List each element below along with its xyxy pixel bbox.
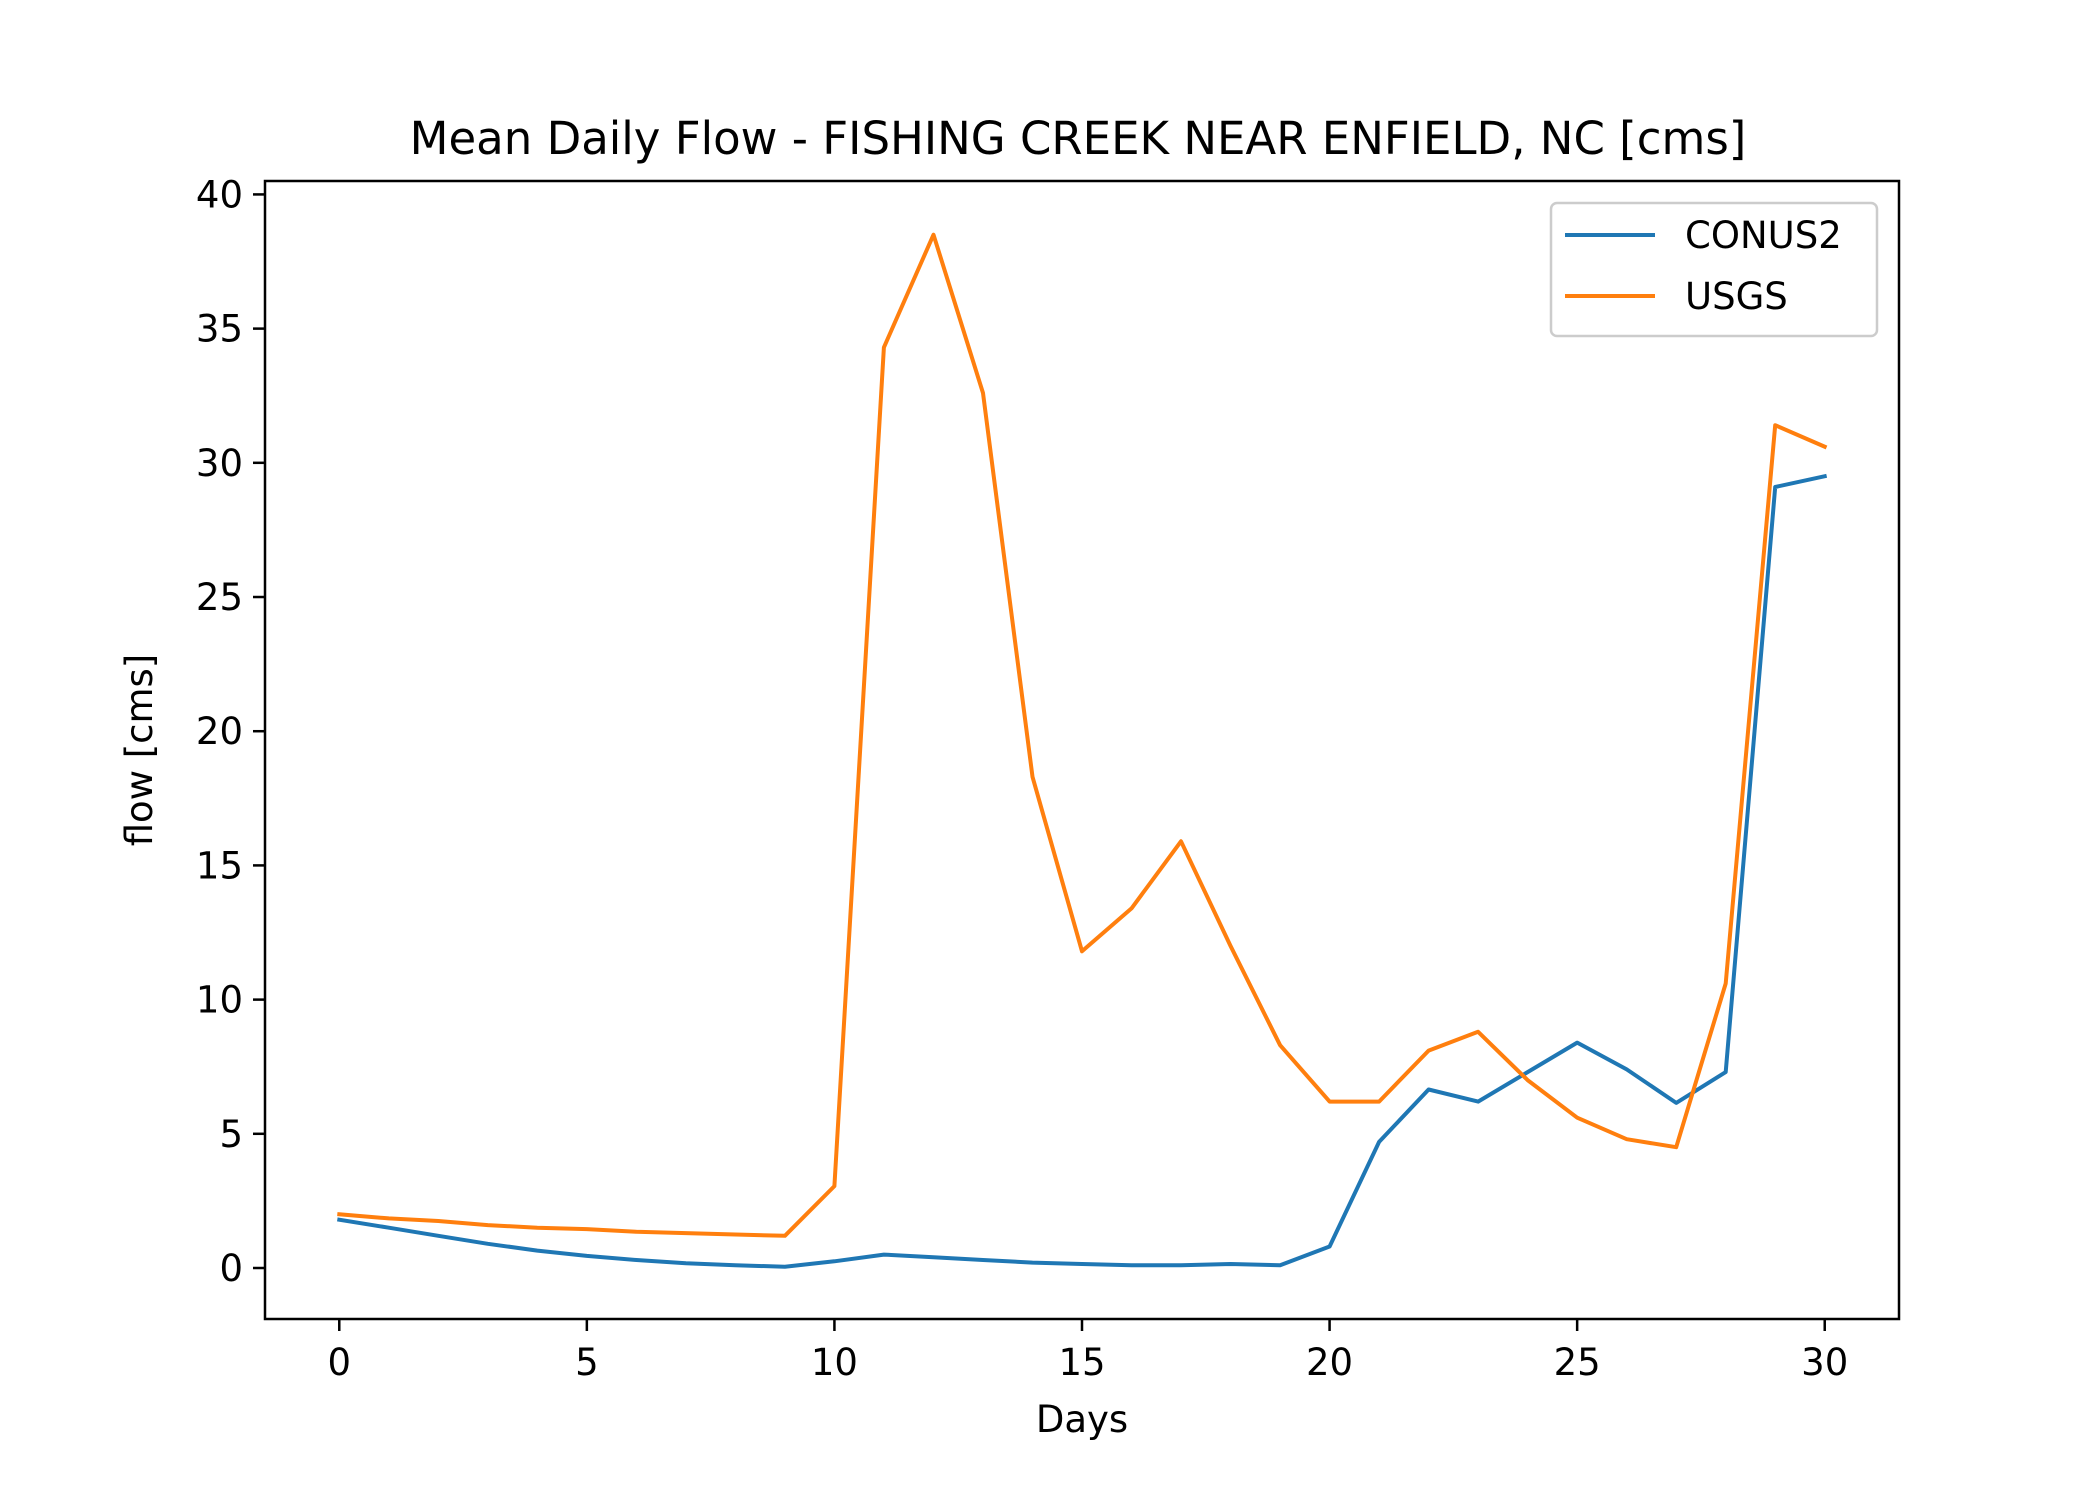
- y-tick-label: 40: [196, 173, 243, 216]
- x-tick-label: 30: [1801, 1341, 1848, 1384]
- x-axis-label: Days: [1036, 1398, 1128, 1441]
- y-axis-label: flow [cms]: [118, 654, 161, 847]
- x-axis: 0 5 10 15 20 25 30: [327, 1319, 1848, 1384]
- y-tick-label: 20: [196, 710, 243, 753]
- x-tick-label: 20: [1306, 1341, 1353, 1384]
- y-tick-label: 5: [219, 1113, 243, 1156]
- x-tick-label: 5: [575, 1341, 599, 1384]
- y-tick-label: 10: [196, 979, 243, 1022]
- x-tick-label: 10: [811, 1341, 858, 1384]
- series-line-usgs: [337, 232, 1828, 1238]
- legend-label-usgs: USGS: [1685, 275, 1788, 318]
- x-tick-label: 0: [327, 1341, 351, 1384]
- y-tick-label: 30: [196, 442, 243, 485]
- legend: CONUS2 USGS: [1549, 201, 1879, 338]
- y-tick-label: 25: [196, 576, 243, 619]
- y-tick-label: 0: [219, 1247, 243, 1290]
- y-tick-label: 15: [196, 844, 243, 887]
- x-tick-label: 15: [1058, 1341, 1105, 1384]
- legend-label-conus2: CONUS2: [1685, 214, 1842, 257]
- y-tick-label: 35: [196, 308, 243, 351]
- y-axis: 0 5 10 15 20 25 30 35 40: [196, 173, 265, 1290]
- plot-lines: [337, 232, 1828, 1269]
- chart-title: Mean Daily Flow - FISHING CREEK NEAR ENF…: [410, 112, 1747, 165]
- series-line-conus2: [337, 473, 1828, 1269]
- x-tick-label: 25: [1554, 1341, 1601, 1384]
